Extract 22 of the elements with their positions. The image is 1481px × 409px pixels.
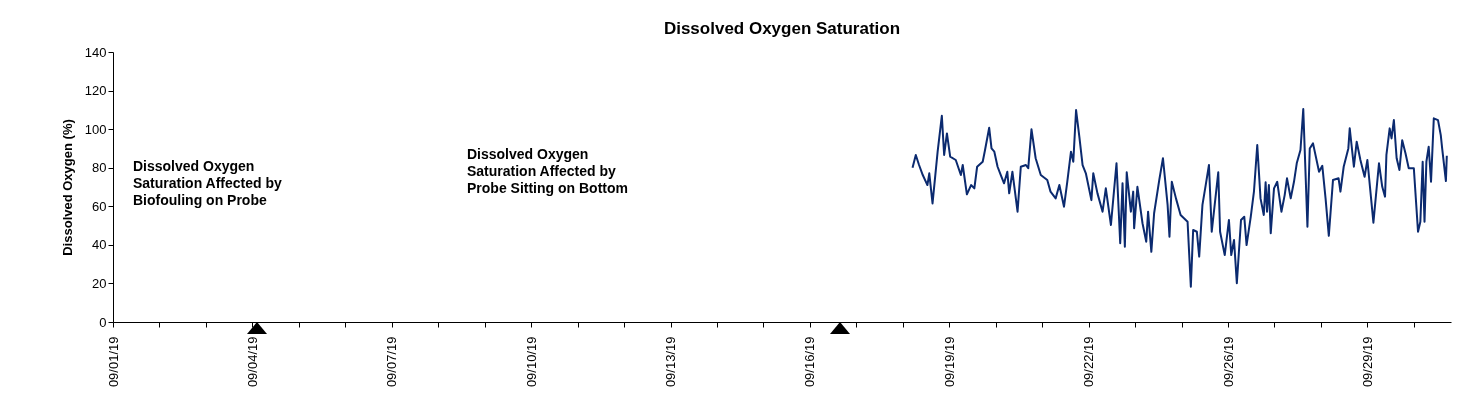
- y-tick-label: 20: [92, 275, 107, 291]
- x-tick-label: 09/26/19: [1220, 336, 1236, 388]
- y-tick-label: 0: [99, 314, 107, 330]
- x-tick-label: 09/29/19: [1359, 336, 1375, 388]
- annotation: Dissolved Oxygen Saturation Affected by Biofouling on Probe: [133, 158, 283, 208]
- x-tick-label: 09/07/19: [384, 336, 400, 388]
- y-tick-label: 100: [84, 121, 107, 137]
- x-tick-label: 09/04/19: [244, 336, 260, 388]
- chart-title: Dissolved Oxygen Saturation: [663, 19, 901, 38]
- x-tick-label: 09/16/19: [802, 336, 818, 388]
- y-tick-label: 80: [92, 160, 107, 176]
- x-tick-label: 09/13/19: [663, 336, 678, 388]
- x-tick-label: 09/10/19: [523, 336, 539, 388]
- x-tick-label: 09/01/19: [105, 336, 121, 388]
- y-tick-label: 120: [84, 83, 107, 99]
- y-tick-label: 140: [84, 44, 107, 60]
- annotation: Dissolved Oxygen Saturation Affected by Probe Sitting on Bottom: [467, 146, 628, 196]
- y-tick-label: 40: [92, 237, 107, 253]
- y-axis-title: Dissolved Oxygen (%): [59, 119, 75, 256]
- y-tick-label: 60: [92, 198, 107, 214]
- x-tick-label: 09/19/19: [941, 336, 957, 388]
- x-tick-label: 09/22/19: [1081, 336, 1097, 388]
